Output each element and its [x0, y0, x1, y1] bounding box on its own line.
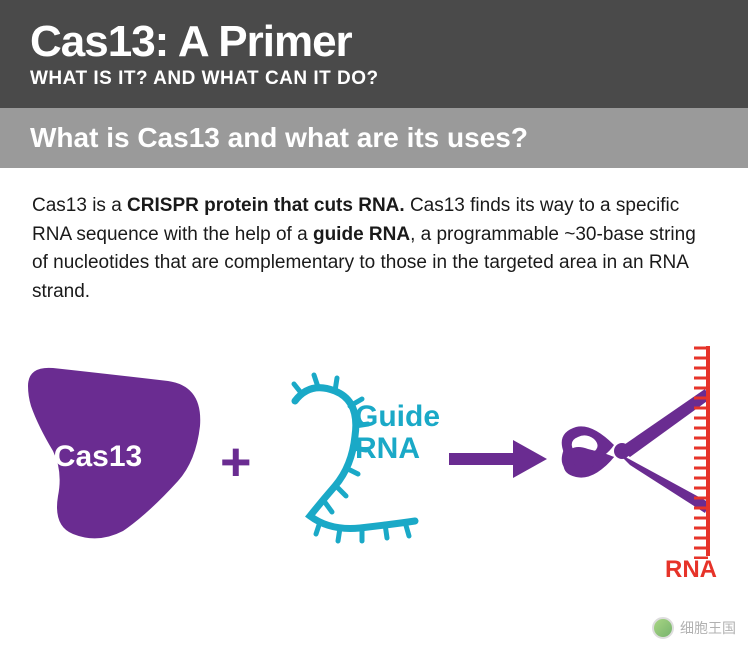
watermark-icon [652, 617, 674, 639]
body-bold-1: CRISPR protein that cuts RNA. [127, 195, 405, 216]
body-span-1: Cas13 is a [32, 195, 127, 216]
body-bold-2: guide RNA [313, 224, 410, 245]
watermark-text: 细胞王国 [680, 618, 736, 638]
guide-rna-label-line1: Guide [355, 400, 440, 433]
rna-label: RNA [665, 556, 717, 584]
plus-icon: + [220, 431, 252, 493]
page-subtitle: WHAT IS IT? AND WHAT CAN IT DO? [30, 68, 718, 90]
diagram: Cas13 + [0, 326, 748, 586]
header-dark: Cas13: A Primer WHAT IS IT? AND WHAT CAN… [0, 0, 748, 108]
body-text: Cas13 is a CRISPR protein that cuts RNA.… [32, 192, 716, 306]
cas13-label: Cas13 [54, 440, 142, 473]
arrow-icon [445, 434, 550, 489]
section-title: What is Cas13 and what are its uses? [30, 122, 718, 154]
body-block: Cas13 is a CRISPR protein that cuts RNA.… [0, 168, 748, 306]
rna-strand-icon [680, 344, 720, 564]
cas13-blob-icon: Cas13 [28, 366, 208, 546]
guide-rna-label: Guide RNA [355, 401, 440, 464]
guide-rna-label-line2: RNA [355, 432, 420, 465]
page-title: Cas13: A Primer [30, 20, 718, 64]
watermark: 细胞王国 [652, 617, 736, 639]
section-header: What is Cas13 and what are its uses? [0, 108, 748, 168]
